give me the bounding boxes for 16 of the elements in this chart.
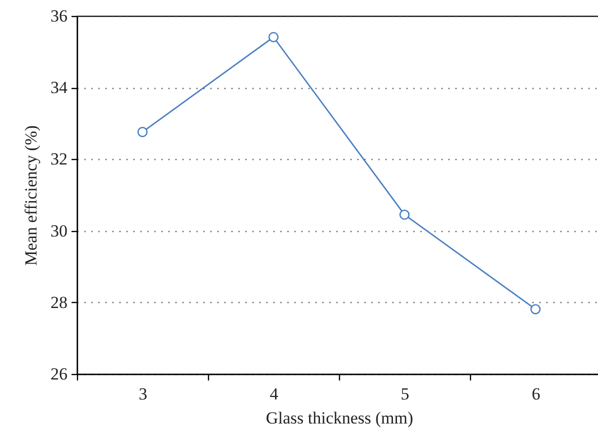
x-tick-label: 4	[270, 384, 279, 404]
x-tick-label: 3	[138, 384, 148, 404]
point	[268, 32, 279, 42]
point	[399, 210, 410, 220]
point	[530, 304, 541, 314]
y-tick-label: 26	[50, 364, 68, 384]
y-tick-label: 28	[50, 292, 68, 312]
y-tick-label: 30	[50, 221, 68, 240]
x-tick-label: 5	[400, 384, 410, 404]
y-tick-label: 36	[50, 6, 68, 26]
y-tick-label: 34	[50, 78, 68, 98]
x-tick-label: 6	[532, 384, 540, 404]
x-axis-title: Glass thickness (mm)	[266, 408, 414, 428]
y-tick-label: 32	[50, 150, 68, 169]
y-axis-title: Mean efficiency (%)	[22, 125, 40, 266]
point	[137, 126, 148, 138]
